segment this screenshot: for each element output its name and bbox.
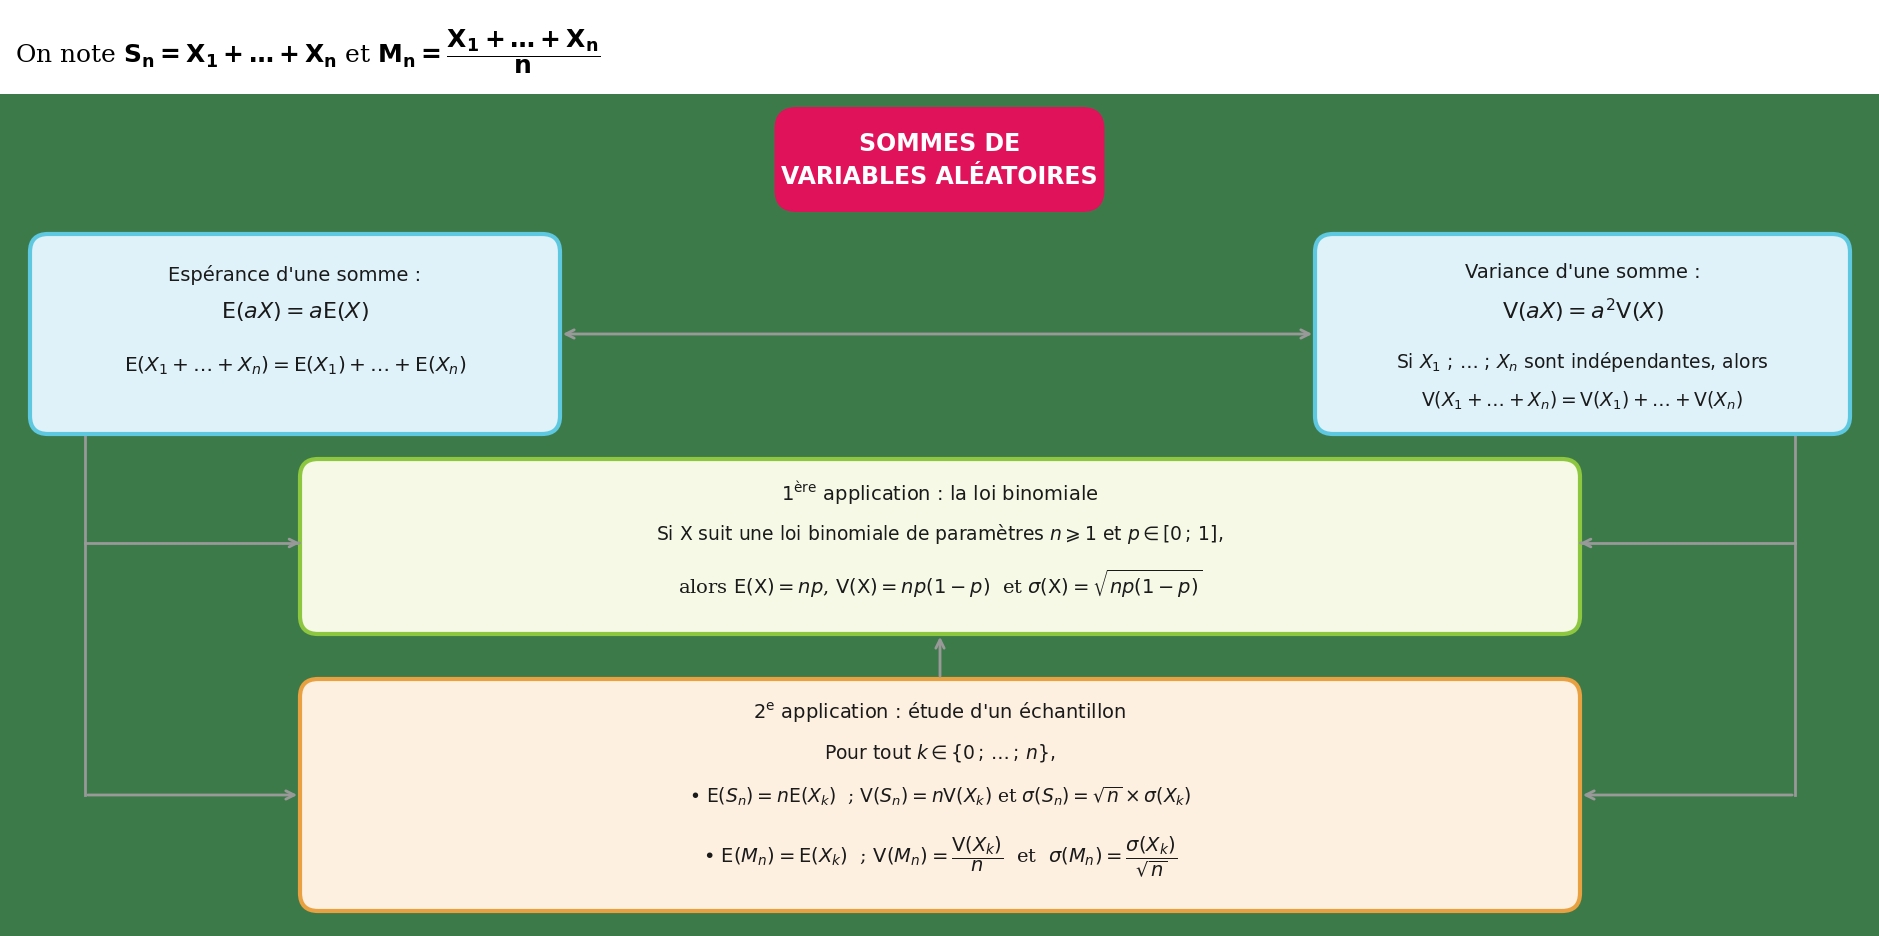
Text: Pour tout $k \in \{0\,;\,\ldots\,;\,n\}$,: Pour tout $k \in \{0\,;\,\ldots\,;\,n\}$… bbox=[825, 741, 1056, 763]
FancyBboxPatch shape bbox=[774, 108, 1105, 212]
Bar bbox=[0, 0, 1879, 95]
Text: On note $\mathbf{S_n = X_1 + \ldots + X_n}$ et $\mathbf{M_n = \dfrac{X_1 + \ldot: On note $\mathbf{S_n = X_1 + \ldots + X_… bbox=[15, 28, 599, 76]
Text: $\mathrm{E}(X_1 + \ldots + X_n) = \mathrm{E}(X_1) + \ldots + \mathrm{E}(X_n)$: $\mathrm{E}(X_1 + \ldots + X_n) = \mathr… bbox=[124, 355, 466, 377]
FancyBboxPatch shape bbox=[301, 680, 1580, 911]
Text: Si $X_1$ ; $\ldots$ ; $X_n$ sont indépendantes, alors: Si $X_1$ ; $\ldots$ ; $X_n$ sont indépen… bbox=[1396, 350, 1768, 373]
Text: Si X suit une loi binomiale de paramètres $n \geqslant 1$ et $p \in [0\,;\,1]$,: Si X suit une loi binomiale de paramètre… bbox=[656, 521, 1223, 546]
Text: 1$^{\mathregular{ère}}$ application : la loi binomiale: 1$^{\mathregular{ère}}$ application : la… bbox=[782, 479, 1099, 507]
Text: Espérance d'une somme :: Espérance d'une somme : bbox=[169, 265, 421, 285]
Text: $\mathrm{V}(aX) = a^2\mathrm{V}(X)$: $\mathrm{V}(aX) = a^2\mathrm{V}(X)$ bbox=[1501, 297, 1663, 325]
Text: • $\mathrm{E}(S_n) = n\mathrm{E}(X_k)$  ; $\mathrm{V}(S_n) = n\mathrm{V}(X_k)$ e: • $\mathrm{E}(S_n) = n\mathrm{E}(X_k)$ ;… bbox=[690, 784, 1191, 808]
FancyBboxPatch shape bbox=[1315, 235, 1851, 434]
Text: alors $\mathrm{E}(\mathrm{X}) = np$, $\mathrm{V}(\mathrm{X}) = np(1-p)$  et $\si: alors $\mathrm{E}(\mathrm{X}) = np$, $\m… bbox=[678, 567, 1203, 600]
FancyBboxPatch shape bbox=[301, 460, 1580, 635]
FancyBboxPatch shape bbox=[30, 235, 560, 434]
Text: 2$^{\mathregular{e}}$ application : étude d'un échantillon: 2$^{\mathregular{e}}$ application : étud… bbox=[753, 699, 1127, 724]
Text: $\mathrm{E}(aX) = a\mathrm{E}(X)$: $\mathrm{E}(aX) = a\mathrm{E}(X)$ bbox=[222, 300, 368, 323]
Text: $\mathrm{V}(X_1 + \ldots + X_n) = \mathrm{V}(X_1) + \ldots + \mathrm{V}(X_n)$: $\mathrm{V}(X_1 + \ldots + X_n) = \mathr… bbox=[1421, 389, 1744, 412]
Text: • $\mathrm{E}(M_n) = \mathrm{E}(X_k)$  ; $\mathrm{V}(M_n) = \dfrac{\mathrm{V}(X_: • $\mathrm{E}(M_n) = \mathrm{E}(X_k)$ ; … bbox=[703, 834, 1176, 879]
Text: SOMMES DE
VARIABLES ALÉATOIRES: SOMMES DE VARIABLES ALÉATOIRES bbox=[782, 132, 1097, 189]
Text: Variance d'une somme :: Variance d'une somme : bbox=[1466, 263, 1700, 282]
